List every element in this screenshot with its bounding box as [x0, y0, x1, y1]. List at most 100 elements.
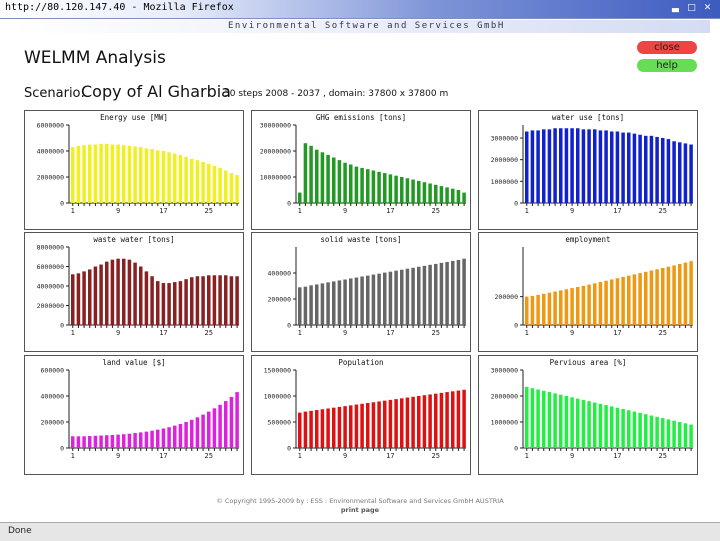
bar: [139, 147, 143, 203]
bar: [366, 169, 370, 203]
bar: [456, 260, 461, 325]
bar: [394, 175, 398, 203]
bar: [604, 280, 608, 325]
chart-land-value: 0 200000 400000 600000 1 9 17 25: [41, 367, 239, 460]
bar: [530, 295, 535, 325]
bar: [661, 138, 665, 203]
bar: [445, 392, 449, 448]
bar: [229, 276, 234, 325]
bar: [116, 434, 120, 448]
bar: [400, 177, 404, 203]
bar: [229, 396, 234, 448]
close-window-icon[interactable]: ✕: [703, 3, 712, 13]
bar: [354, 404, 359, 448]
bar: [127, 259, 132, 325]
bar: [632, 411, 637, 448]
bar: [559, 394, 563, 448]
bar: [360, 276, 364, 325]
y-tick-label: 0: [514, 322, 518, 330]
x-tick-label: 17: [159, 207, 167, 215]
bar: [593, 283, 597, 325]
bar: [570, 397, 574, 448]
bar: [525, 296, 529, 325]
y-tick-label: 600000: [41, 367, 65, 375]
bar: [615, 131, 620, 203]
x-tick-label: 9: [570, 329, 574, 337]
bar: [542, 390, 546, 448]
bar: [621, 276, 625, 325]
bar: [326, 154, 330, 203]
bar: [439, 392, 444, 448]
header-band: [10, 20, 710, 33]
bar: [462, 258, 466, 325]
bar: [71, 274, 75, 325]
bar: [388, 399, 393, 448]
bar: [110, 259, 115, 325]
bar: [525, 131, 529, 203]
bar: [133, 262, 137, 325]
bar: [536, 294, 540, 325]
print-page-link[interactable]: print page: [340, 506, 380, 514]
bar: [76, 273, 81, 325]
x-tick-label: 9: [570, 207, 574, 215]
bar: [581, 399, 586, 448]
bar: [621, 409, 625, 448]
bar: [178, 423, 183, 448]
chart-title: GHG emissions [tons]: [315, 113, 407, 122]
bar: [610, 406, 614, 448]
bar: [139, 266, 143, 325]
x-tick-label: 25: [432, 329, 440, 337]
y-tick-label: 4000000: [37, 148, 64, 156]
bar: [71, 147, 75, 203]
x-tick-label: 1: [71, 452, 75, 460]
close-button[interactable]: close: [637, 41, 697, 54]
bar: [201, 276, 205, 325]
bar: [570, 128, 574, 203]
bar: [337, 160, 342, 203]
bar: [133, 146, 137, 203]
help-button[interactable]: help: [637, 59, 697, 72]
y-tick-label: 1000000: [264, 393, 291, 401]
bar: [99, 143, 103, 203]
chart-ghg-emissions: 0 10000000 20000000 30000000 1 9 17 25: [260, 122, 466, 215]
bar: [672, 141, 676, 203]
x-tick-label: 9: [343, 452, 347, 460]
x-tick-label: 1: [71, 329, 75, 337]
bar: [683, 143, 688, 203]
bar: [394, 399, 398, 448]
bar: [405, 268, 410, 325]
chart-title: solid waste [tons]: [320, 235, 402, 244]
bar: [598, 282, 603, 325]
bar: [122, 434, 126, 448]
bar: [377, 273, 381, 325]
bar: [224, 170, 228, 203]
minimize-icon[interactable]: ▃: [672, 3, 679, 13]
x-tick-label: 1: [298, 329, 302, 337]
bar: [649, 415, 654, 448]
bar: [349, 164, 353, 203]
bar: [190, 277, 194, 325]
bar: [434, 393, 438, 448]
bar: [144, 431, 149, 448]
chart-water-use: 0 1000000 2000000 3000000 1 9 17 25: [491, 125, 693, 215]
y-tick-label: 400000: [41, 393, 65, 401]
bar: [76, 145, 81, 203]
bar: [201, 162, 205, 203]
y-tick-label: 400000: [268, 270, 292, 278]
maximize-icon[interactable]: □: [687, 3, 696, 13]
window-title: http://80.120.147.40 - Mozilla Firefox: [5, 2, 234, 13]
chart-title: water use [tons]: [551, 113, 625, 122]
bar: [621, 132, 625, 203]
bar: [678, 142, 682, 203]
bar: [144, 148, 149, 203]
bar: [655, 136, 659, 203]
bar: [195, 276, 200, 325]
bar: [383, 400, 387, 448]
bar: [349, 405, 353, 448]
bar: [530, 130, 535, 203]
bar: [576, 398, 580, 448]
bar: [666, 266, 671, 325]
bar: [417, 396, 421, 448]
bar: [88, 436, 92, 448]
y-tick-label: 0: [60, 200, 64, 208]
